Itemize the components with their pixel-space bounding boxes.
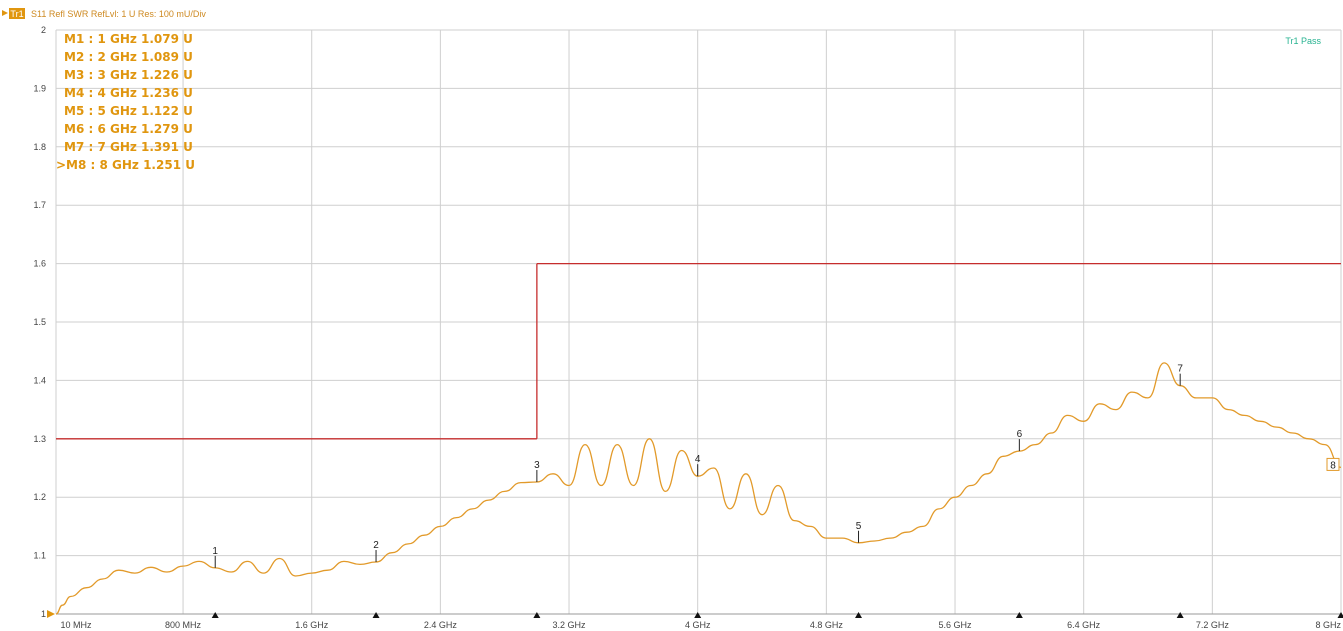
marker-label: 4 [695, 454, 701, 465]
y-tick-label: 1.4 [33, 375, 46, 385]
marker-readout-row: M4 : 4 GHz 1.236 U [64, 86, 193, 100]
marker-triangle-icon [211, 612, 219, 618]
y-tick-label: 1.5 [33, 317, 46, 327]
marker-triangle-icon [1176, 612, 1184, 618]
series-line [55, 362, 1342, 615]
y-tick-label: 1.2 [33, 492, 46, 502]
marker-readout-row: M6 : 6 GHz 1.279 U [64, 122, 193, 136]
x-tick-label: 1.6 GHz [295, 620, 329, 630]
ref-level-arrow-icon [47, 610, 55, 618]
y-tick-label: 1.3 [33, 434, 46, 444]
marker-label: 5 [856, 521, 862, 532]
x-tick-label: 10 MHz [60, 620, 92, 630]
pass-indicator: Tr1 Pass [1285, 36, 1321, 46]
limit-line [56, 262, 1341, 440]
marker-readout-table: M1 : 1 GHz 1.079 U M2 : 2 GHz 1.089 U M3 :… [56, 32, 195, 172]
x-tick-label: 4.8 GHz [810, 620, 844, 630]
trace-badge-label: Tr1 [10, 9, 23, 19]
marker-readout-row: M2 : 2 GHz 1.089 U [64, 50, 193, 64]
x-tick-label: 3.2 GHz [553, 620, 587, 630]
marker-label: 7 [1177, 364, 1183, 375]
trace-pointer-icon[interactable] [2, 10, 8, 16]
y-tick-label: 2 [41, 25, 46, 35]
marker-label: 8 [1330, 460, 1336, 471]
marker-readout-row: M1 : 1 GHz 1.079 U [64, 32, 193, 46]
marker-label: 3 [534, 460, 540, 471]
y-tick-label: 1.7 [33, 200, 46, 210]
y-tick-label: 1.1 [33, 551, 46, 561]
header-bar: Tr1 S11 Refl SWR RefLvl: 1 U Res: 100 mU… [2, 8, 206, 19]
marker-readout-row: >M8 : 8 GHz 1.251 U [56, 158, 195, 172]
x-axis-ticks: 10 MHz 800 MHz 1.6 GHz 2.4 GHz 3.2 GHz 4 GHz 4… [60, 620, 1341, 630]
y-tick-label: 1.8 [33, 142, 46, 152]
marker-triangle-icon [855, 612, 863, 618]
marker-position-indicators [211, 612, 1343, 618]
y-tick-label: 1.6 [33, 259, 46, 269]
marker-triangle-icon [533, 612, 541, 618]
grid [55, 29, 1342, 615]
marker-triangle-icon [1015, 612, 1023, 618]
x-tick-label: 7.2 GHz [1196, 620, 1230, 630]
x-tick-label: 4 GHz [685, 620, 711, 630]
trace-badge[interactable] [9, 8, 25, 19]
trace-series [55, 362, 1342, 615]
x-tick-label: 5.6 GHz [939, 620, 973, 630]
x-tick-label: 800 MHz [165, 620, 202, 630]
marker-triangle-icon [1337, 612, 1343, 618]
y-tick-label: 1 [41, 609, 46, 619]
y-tick-label: 1.9 [33, 83, 46, 93]
marker-label: 6 [1017, 429, 1023, 440]
marker-triangle-icon [694, 612, 702, 618]
x-tick-label: 2.4 GHz [424, 620, 458, 630]
marker-label: 2 [373, 540, 379, 551]
marker-readout-row: M5 : 5 GHz 1.122 U [64, 104, 193, 118]
marker-readout-row: M7 : 7 GHz 1.391 U [64, 140, 193, 154]
active-marker-box [1326, 457, 1340, 471]
y-axis-ticks: 1 1.1 1.2 1.3 1.4 1.5 1.6 1.7 1.8 1.9 2 [33, 25, 55, 619]
marker-triangle-icon [372, 612, 380, 618]
x-tick-label: 8 GHz [1315, 620, 1341, 630]
marker-readout-row: M3 : 3 GHz 1.226 U [64, 68, 193, 82]
trace-info: S11 Refl SWR RefLvl: 1 U Res: 100 mU/Div [31, 9, 206, 19]
markers: 1 2 3 4 5 6 7 8 [212, 364, 1340, 568]
x-tick-label: 6.4 GHz [1067, 620, 1101, 630]
marker-label: 1 [212, 546, 218, 557]
